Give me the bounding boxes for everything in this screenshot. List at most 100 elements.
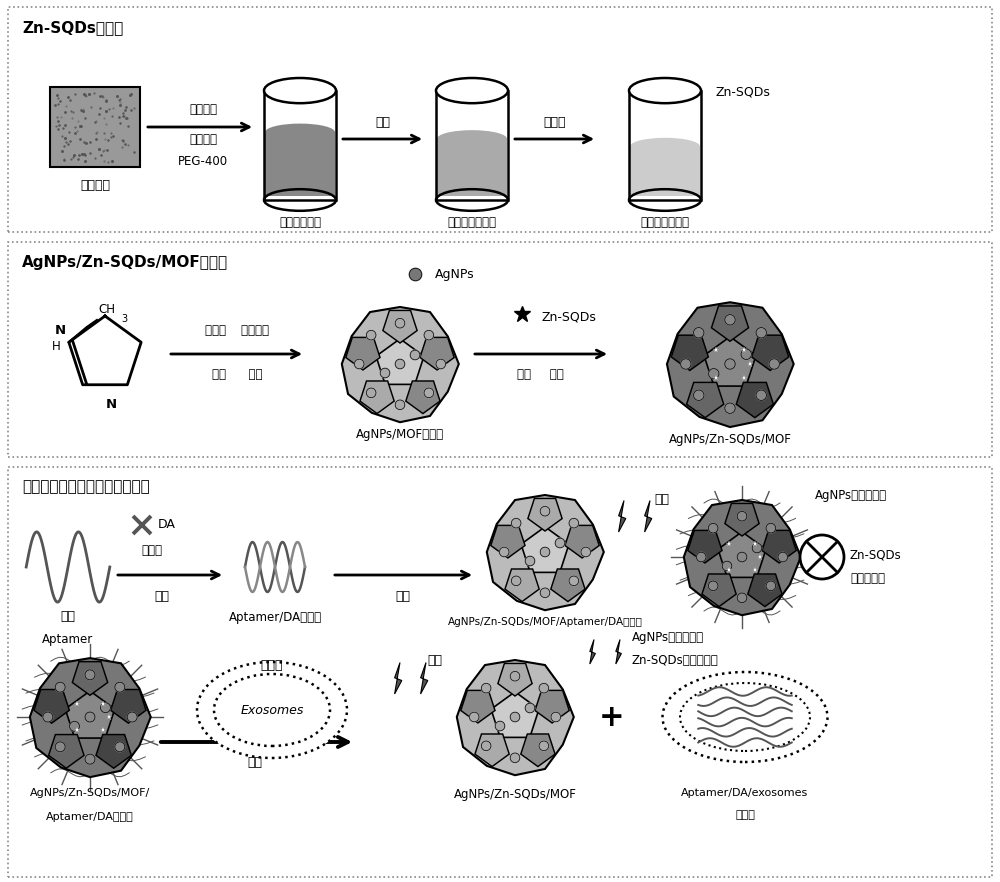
Circle shape xyxy=(539,684,549,693)
Circle shape xyxy=(766,581,776,591)
Circle shape xyxy=(70,721,79,731)
Circle shape xyxy=(481,741,491,751)
Polygon shape xyxy=(528,498,562,531)
Text: 聚乙二醇: 聚乙二醇 xyxy=(189,132,217,146)
Circle shape xyxy=(511,576,521,586)
Polygon shape xyxy=(383,310,417,343)
Circle shape xyxy=(436,359,446,369)
Text: 比率荧光外泌体适体探针的制备: 比率荧光外泌体适体探针的制备 xyxy=(22,479,150,494)
Text: 氢氧化钠: 氢氧化钠 xyxy=(189,102,217,116)
Circle shape xyxy=(380,368,390,377)
Text: 孵育: 孵育 xyxy=(154,591,170,603)
Polygon shape xyxy=(475,734,509,766)
Polygon shape xyxy=(72,662,108,695)
Circle shape xyxy=(395,359,405,369)
Text: Exosomes: Exosomes xyxy=(240,704,304,716)
Text: Aptamer/DA复合物: Aptamer/DA复合物 xyxy=(46,812,134,822)
Text: N: N xyxy=(105,398,117,411)
Text: 硝酸锌: 硝酸锌 xyxy=(544,116,566,129)
Polygon shape xyxy=(521,527,569,572)
Bar xyxy=(50,87,140,167)
Circle shape xyxy=(769,359,779,370)
Circle shape xyxy=(85,712,95,722)
Circle shape xyxy=(481,684,491,693)
Ellipse shape xyxy=(680,683,810,751)
Text: 激发: 激发 xyxy=(654,492,670,505)
Polygon shape xyxy=(551,569,585,602)
Text: 甲醇      搅拌: 甲醇 搅拌 xyxy=(212,368,262,380)
Circle shape xyxy=(756,327,766,338)
Circle shape xyxy=(737,552,747,562)
Polygon shape xyxy=(535,691,569,723)
Ellipse shape xyxy=(264,78,336,103)
Text: AgNPs/Zn-SQDs/MOF: AgNPs/Zn-SQDs/MOF xyxy=(454,788,576,801)
Circle shape xyxy=(681,359,691,370)
Polygon shape xyxy=(505,569,539,602)
Text: 孵育: 孵育 xyxy=(396,591,411,603)
Text: AgNPs红荧光稳定: AgNPs红荧光稳定 xyxy=(632,631,704,644)
Circle shape xyxy=(555,538,565,548)
Circle shape xyxy=(525,557,535,565)
Polygon shape xyxy=(49,735,84,768)
Text: CH: CH xyxy=(99,303,116,317)
Circle shape xyxy=(540,506,550,516)
Circle shape xyxy=(115,742,125,751)
Circle shape xyxy=(424,388,434,398)
Polygon shape xyxy=(671,335,708,370)
Circle shape xyxy=(741,349,751,360)
Circle shape xyxy=(395,400,405,409)
Bar xyxy=(436,91,508,200)
Polygon shape xyxy=(748,574,782,607)
Text: AgNPs红荧光稳定: AgNPs红荧光稳定 xyxy=(815,489,887,502)
Text: Zn-SQDs蓝荧光恢复: Zn-SQDs蓝荧光恢复 xyxy=(632,654,719,667)
Ellipse shape xyxy=(436,78,508,103)
Ellipse shape xyxy=(265,123,335,141)
Circle shape xyxy=(725,403,735,414)
Circle shape xyxy=(115,683,125,692)
Circle shape xyxy=(722,561,732,571)
Text: AgNPs/Zn-SQDs/MOF的制备: AgNPs/Zn-SQDs/MOF的制备 xyxy=(22,255,228,270)
Text: Aptamer/DA复合物: Aptamer/DA复合物 xyxy=(228,610,322,624)
Circle shape xyxy=(540,547,550,557)
Text: 复合物: 复合物 xyxy=(735,810,755,820)
Circle shape xyxy=(127,712,137,722)
Text: 蓝荧光淬灭: 蓝荧光淬灭 xyxy=(850,572,885,586)
Circle shape xyxy=(525,703,535,713)
Circle shape xyxy=(708,523,718,533)
Polygon shape xyxy=(96,735,131,768)
Circle shape xyxy=(366,388,376,398)
Bar xyxy=(629,91,701,200)
Text: 硝酸锌    银纳米粒: 硝酸锌 银纳米粒 xyxy=(205,324,269,337)
Polygon shape xyxy=(704,337,756,386)
Circle shape xyxy=(55,683,65,692)
Bar xyxy=(436,91,508,200)
Polygon shape xyxy=(645,500,652,532)
Circle shape xyxy=(800,535,844,579)
Text: DA: DA xyxy=(158,519,176,532)
Circle shape xyxy=(581,547,591,557)
Polygon shape xyxy=(619,500,626,532)
Polygon shape xyxy=(395,662,402,694)
Text: Zn-SQDs的制备: Zn-SQDs的制备 xyxy=(22,20,123,35)
Text: Zn-SQDs: Zn-SQDs xyxy=(850,549,902,562)
Circle shape xyxy=(756,390,766,400)
Polygon shape xyxy=(736,383,773,418)
Text: 外泌体: 外泌体 xyxy=(261,659,283,672)
Polygon shape xyxy=(702,574,736,607)
Polygon shape xyxy=(491,691,539,737)
Text: 组装的硫量子点: 组装的硫量子点 xyxy=(448,216,496,229)
Polygon shape xyxy=(65,691,115,738)
Polygon shape xyxy=(762,530,796,563)
Text: PEG-400: PEG-400 xyxy=(178,154,228,168)
Polygon shape xyxy=(711,306,749,341)
Circle shape xyxy=(778,552,788,562)
Circle shape xyxy=(540,588,550,598)
Polygon shape xyxy=(616,639,621,664)
Ellipse shape xyxy=(630,138,700,155)
Circle shape xyxy=(709,369,719,379)
Bar xyxy=(630,146,700,196)
Text: 锌掺杂硫量子点: 锌掺杂硫量子点 xyxy=(640,216,690,229)
Polygon shape xyxy=(457,660,574,775)
Circle shape xyxy=(510,671,520,681)
Circle shape xyxy=(510,712,520,721)
